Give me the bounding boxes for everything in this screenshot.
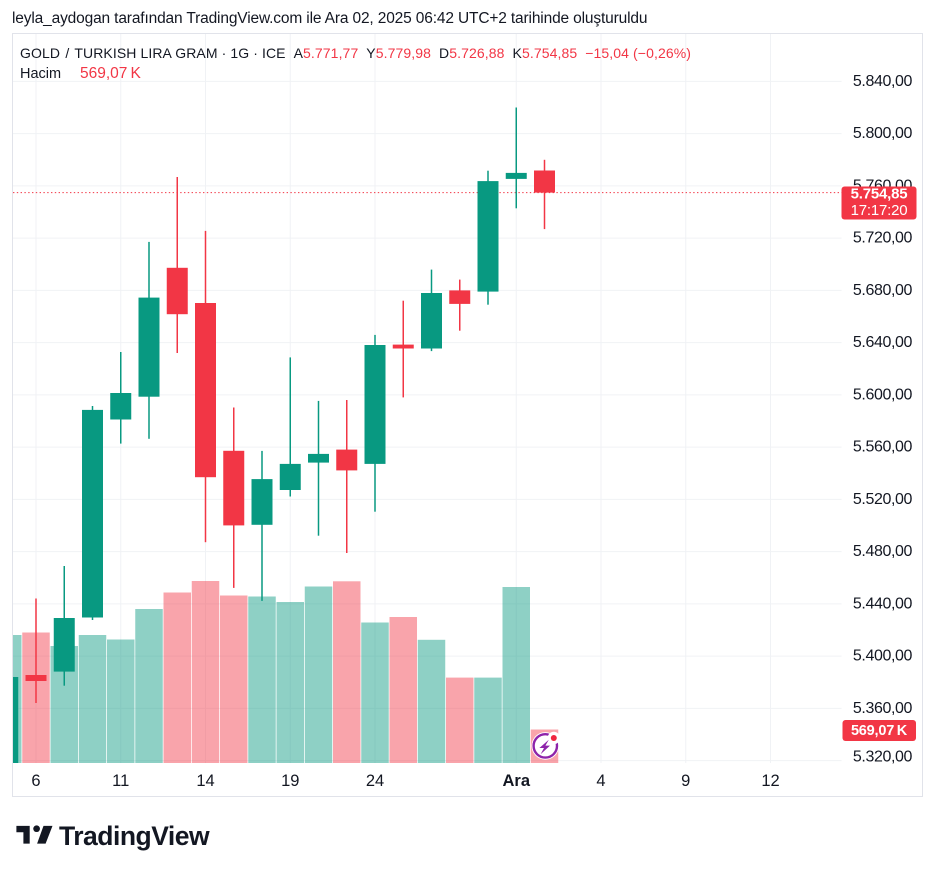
svg-text:5.320,00: 5.320,00 [853,749,913,766]
svg-text:12: 12 [761,772,779,790]
svg-text:5.600,00: 5.600,00 [853,386,913,403]
svg-text:Ara: Ara [502,772,530,790]
svg-text:5.480,00: 5.480,00 [853,543,913,560]
svg-text:5.640,00: 5.640,00 [853,334,913,351]
svg-text:5.720,00: 5.720,00 [853,230,913,247]
svg-text:5.560,00: 5.560,00 [853,439,913,456]
svg-text:14: 14 [196,772,214,790]
svg-text:5.754,85: 5.754,85 [851,186,908,203]
svg-text:6: 6 [31,772,40,790]
svg-text:5.360,00: 5.360,00 [853,700,913,717]
svg-text:5.840,00: 5.840,00 [853,73,913,90]
svg-text:5.440,00: 5.440,00 [853,595,913,612]
svg-text:5.400,00: 5.400,00 [853,648,913,665]
svg-text:17:17:20: 17:17:20 [851,202,908,219]
svg-text:11: 11 [112,772,129,790]
svg-text:5.800,00: 5.800,00 [853,125,913,142]
svg-text:4: 4 [596,772,605,790]
svg-text:5.680,00: 5.680,00 [853,282,913,299]
svg-text:19: 19 [281,772,299,790]
svg-text:5.520,00: 5.520,00 [853,491,913,508]
svg-text:TradingView: TradingView [59,821,210,851]
svg-text:9: 9 [681,772,690,790]
svg-text:24: 24 [366,772,384,790]
svg-text:569,07 K: 569,07 K [851,723,908,739]
